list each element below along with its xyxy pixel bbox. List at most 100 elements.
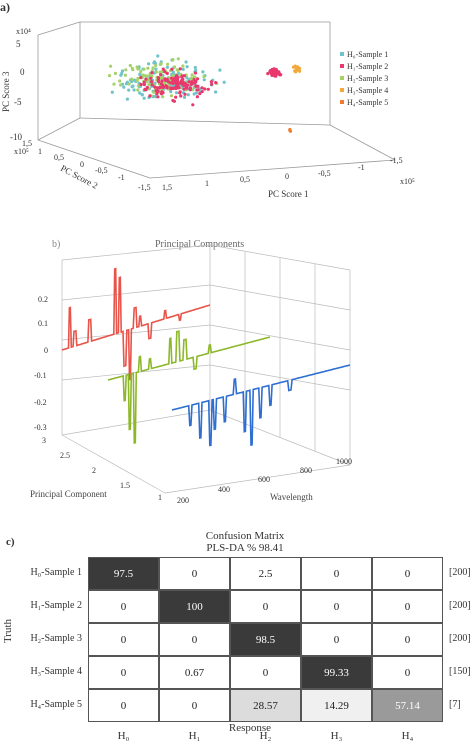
confusion-cell: 28.57 [230, 689, 301, 722]
scatter-point [127, 88, 131, 92]
pc-tick-label: 1.5 [120, 481, 130, 490]
confusion-col-label: H₃ [330, 730, 343, 742]
scatter-point [190, 73, 194, 77]
scatter-point [143, 74, 147, 78]
panel-b-tag: b) [52, 239, 60, 250]
scatter-point [156, 95, 160, 99]
scatter-point [209, 80, 213, 84]
confusion-col-label: H₀ [117, 730, 130, 742]
legend-item: H₄-Sample 5 [347, 98, 388, 107]
scatter-point [210, 82, 214, 86]
scatter-point [161, 67, 165, 71]
scatter-point [174, 80, 178, 85]
scatter-point [193, 65, 197, 70]
scatter-point [154, 63, 158, 68]
scatter-point [195, 95, 199, 99]
scatter-point [158, 62, 162, 66]
scatter-point [161, 91, 165, 95]
scatter-point [139, 70, 143, 74]
panel-a: a) x10⁴ 5 0 -5 -10 PC Score 3 x10⁵ 1,5 1… [0, 0, 474, 215]
confusion-row-total: [150] [449, 666, 471, 677]
scatter-point [122, 85, 126, 89]
z-axis-label: PC Score 3 [1, 71, 11, 112]
scatter-point [176, 86, 180, 90]
scatter-point [174, 77, 178, 81]
scatter-point [181, 67, 185, 71]
pca-scatter-points [107, 54, 302, 133]
scatter-point [295, 66, 299, 70]
confusion-cell: 57.14 [372, 689, 443, 722]
scatter-point [178, 81, 182, 85]
confusion-cell: 0 [301, 623, 372, 656]
z-tick-label: -10 [10, 132, 22, 142]
z-tick-label: 0 [20, 67, 25, 77]
scatter-point [182, 87, 186, 91]
scatter-point [165, 71, 169, 75]
x-tick-label: 1 [205, 179, 209, 188]
scatter-point [169, 90, 173, 94]
scatter-point [147, 62, 151, 66]
scatter-point [174, 85, 178, 89]
scatter-point [132, 88, 136, 92]
scatter-point [120, 71, 124, 76]
confusion-cell: 0 [301, 557, 372, 590]
scatter-point [293, 64, 297, 68]
scatter-point [156, 54, 160, 58]
pc-tick-label: 1 [158, 493, 162, 502]
scatter-point [135, 65, 139, 69]
confusion-cell: 0 [372, 623, 443, 656]
scatter-point [175, 83, 180, 87]
scatter-point [158, 70, 162, 74]
confusion-cell: 0.67 [159, 656, 230, 689]
scatter-point [214, 90, 218, 94]
wl-tick-label: 600 [258, 475, 270, 484]
scatter-point [163, 77, 167, 81]
scatter-point [169, 87, 173, 91]
z-tick-label: -0.3 [34, 423, 47, 432]
scatter-point [182, 95, 187, 99]
scatter-point [206, 87, 210, 91]
scatter-point [182, 74, 186, 78]
scatter-point [266, 72, 270, 76]
confusion-cell: 0 [372, 590, 443, 623]
panel-a-tag: a) [0, 0, 10, 14]
pca-scatter-plot: x10⁴ 5 0 -5 -10 PC Score 3 x10⁵ 1,5 1 0,… [1, 21, 415, 199]
scatter-point [136, 88, 140, 92]
confusion-cell: 97.5 [88, 557, 159, 590]
scatter-point [181, 64, 185, 68]
wl-tick-label: 200 [177, 496, 189, 505]
scatter-point [178, 91, 182, 95]
confusion-cell: 0 [159, 689, 230, 722]
scatter-point [191, 88, 195, 92]
confusion-subtitle: PLS-DA % 98.41 [206, 542, 284, 554]
scatter-point [144, 77, 148, 81]
wl-tick-label: 400 [218, 485, 230, 494]
legend-item: H₀-Sample 1 [347, 50, 388, 59]
confusion-cell: 0 [372, 557, 443, 590]
scatter-point [178, 67, 182, 71]
response-axis-label: Response [228, 722, 272, 734]
scatter-point [202, 75, 206, 79]
scatter-point [166, 62, 170, 66]
scatter-point [183, 92, 187, 96]
z-tick-label: -5 [14, 97, 22, 107]
scatter-point [165, 86, 169, 90]
scatter-point [156, 89, 160, 93]
scatter-point [194, 91, 198, 95]
y-tick-label: 1 [38, 147, 42, 156]
scatter-point [194, 84, 198, 88]
panel-c: c) Confusion Matrix PLS-DA % 98.41 Truth… [0, 530, 474, 742]
scatter-point [128, 63, 132, 68]
scatter-point [142, 96, 146, 100]
confusion-row-label: H₁-Sample 2 [30, 600, 82, 611]
scatter-point [176, 57, 180, 61]
confusion-col-label: H₄ [401, 730, 414, 742]
confusion-row-label: H₀-Sample 1 [30, 567, 82, 578]
scatter-point [171, 58, 175, 62]
scatter-point [124, 82, 128, 86]
scatter-point [154, 70, 158, 74]
scatter-point [136, 76, 140, 81]
scatter-point [298, 69, 302, 73]
scatter-point [196, 77, 200, 81]
scatter-point [179, 94, 183, 98]
